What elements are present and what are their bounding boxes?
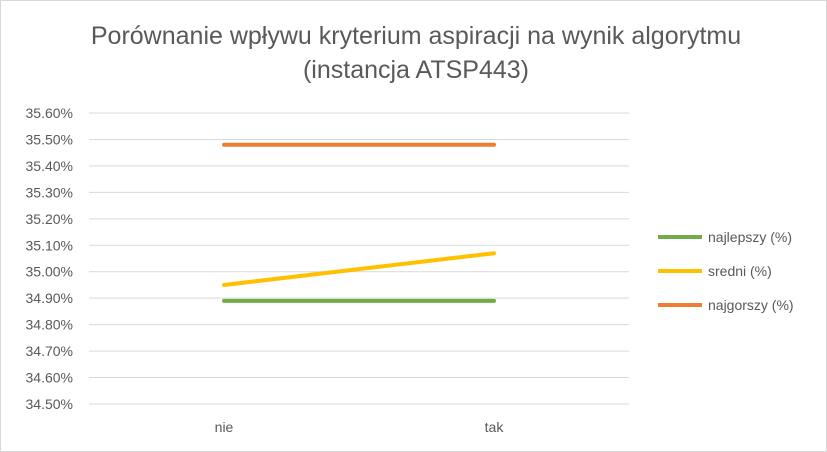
x-tick-label: nie (215, 419, 234, 435)
y-tick-label: 34.90% (26, 290, 73, 306)
legend-label: najgorszy (%) (708, 297, 794, 313)
legend-swatch (658, 303, 702, 307)
legend-item: sredni (%) (658, 261, 772, 281)
y-tick-label: 35.60% (26, 105, 73, 121)
y-tick-label: 35.30% (26, 184, 73, 200)
y-tick-label: 34.50% (26, 396, 73, 412)
y-tick-label: 34.60% (26, 370, 73, 386)
legend-label: sredni (%) (708, 263, 772, 279)
series-line (222, 251, 496, 287)
y-tick-label: 34.80% (26, 317, 73, 333)
y-tick-label: 35.50% (26, 131, 73, 147)
legend-swatch (658, 269, 702, 273)
legend-label: najlepszy (%) (708, 229, 793, 245)
legend-item: najgorszy (%) (658, 295, 794, 315)
legend-item: najlepszy (%) (658, 227, 792, 247)
y-tick-label: 34.70% (26, 343, 73, 359)
y-tick-label: 35.10% (26, 237, 73, 253)
legend-swatch (658, 235, 702, 239)
chart-title: Porównanie wpływu kryterium aspiracji na… (90, 22, 742, 84)
x-tick-label: tak (485, 419, 505, 435)
y-tick-label: 35.40% (26, 158, 73, 174)
y-tick-label: 35.00% (26, 264, 73, 280)
y-tick-label: 35.20% (26, 211, 73, 227)
